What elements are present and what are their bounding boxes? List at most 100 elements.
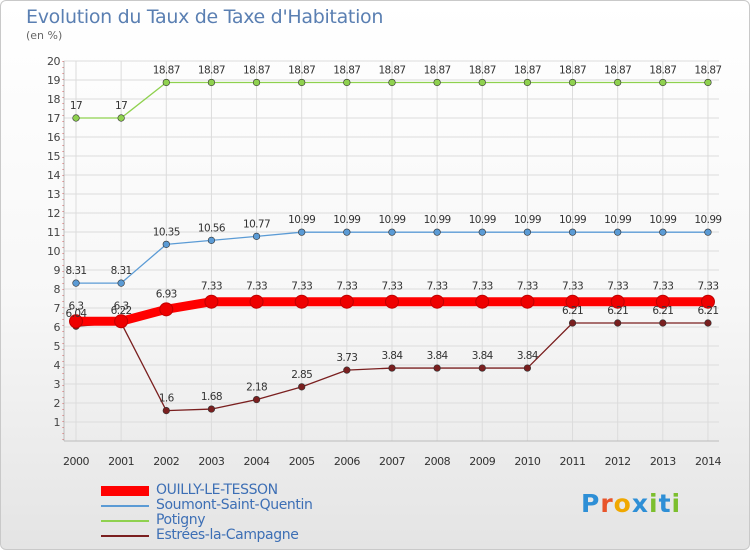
legend-swatch	[101, 486, 149, 496]
data-point	[207, 236, 216, 244]
data-point	[204, 294, 219, 309]
data-label: 7.33	[562, 281, 583, 293]
data-label: 7.33	[472, 281, 493, 293]
data-label: 6.04	[66, 308, 88, 320]
y-tick-label: 17	[47, 112, 60, 125]
x-tick-label: 2004	[244, 455, 270, 468]
data-label: 18.87	[649, 64, 676, 76]
data-label: 18.87	[559, 64, 586, 76]
data-label: 6.21	[607, 305, 628, 317]
data-point	[704, 228, 712, 236]
data-point	[659, 319, 667, 327]
data-label: 18.87	[333, 64, 360, 76]
x-tick-label: 2005	[289, 455, 315, 468]
data-label: 6.3	[69, 300, 84, 312]
data-point	[568, 319, 577, 327]
x-tick-label: 2006	[334, 455, 360, 468]
data-point	[700, 294, 715, 309]
data-label: 10.99	[514, 214, 541, 226]
data-point	[298, 228, 306, 236]
data-label: 10.99	[424, 214, 451, 226]
data-label: 17	[70, 100, 82, 112]
y-tick-label: 10	[47, 245, 60, 258]
data-point	[343, 228, 351, 236]
x-tick-label: 2001	[108, 455, 134, 468]
data-point	[252, 395, 261, 404]
x-tick-label: 2008	[424, 455, 450, 468]
data-label: 10.99	[649, 214, 676, 226]
data-point	[72, 114, 80, 122]
data-label: 8.31	[111, 265, 132, 277]
y-tick-label: 20	[47, 55, 60, 68]
x-tick-label: 2013	[650, 455, 676, 468]
data-label: 10.35	[153, 226, 180, 238]
data-point	[614, 319, 622, 327]
x-tick-label: 2011	[560, 455, 586, 468]
data-point	[610, 294, 625, 309]
data-point	[388, 364, 396, 372]
data-label: 3.84	[381, 350, 403, 362]
data-point	[430, 294, 445, 309]
data-point	[72, 279, 80, 287]
data-label: 18.87	[604, 64, 631, 76]
data-point	[69, 314, 83, 329]
data-label: 18.87	[153, 64, 180, 76]
y-tick-label: 2	[54, 397, 61, 410]
x-tick-label: 2010	[514, 455, 540, 468]
data-label: 2.18	[246, 382, 267, 394]
data-point	[433, 364, 441, 372]
y-tick-label: 13	[47, 188, 60, 201]
data-point	[384, 294, 399, 309]
x-tick-label: 2014	[695, 455, 721, 468]
data-point	[704, 319, 712, 327]
data-label: 10.77	[243, 218, 270, 230]
legend-swatch	[101, 535, 149, 537]
data-point	[388, 78, 396, 87]
data-label: 18.87	[694, 64, 721, 76]
y-tick-label: 15	[47, 150, 60, 163]
y-tick-label: 8	[54, 283, 61, 296]
data-label: 10.99	[694, 214, 721, 226]
legend-label: Potigny	[156, 512, 206, 528]
data-label: 7.33	[652, 281, 673, 293]
data-point	[298, 383, 306, 391]
legend-swatch	[101, 520, 149, 522]
x-tick-label: 2007	[379, 455, 405, 468]
y-tick-label: 4	[54, 359, 61, 372]
data-point	[343, 366, 351, 374]
data-point	[659, 228, 667, 236]
y-tick-label: 12	[47, 207, 60, 220]
data-point	[162, 407, 170, 415]
chart-title: Evolution du Taux de Taxe d'Habitation	[26, 6, 384, 28]
data-label: 7.33	[291, 281, 312, 293]
data-point	[388, 228, 396, 236]
data-point	[162, 240, 170, 248]
data-label: 7.33	[607, 281, 628, 293]
y-tick-label: 19	[47, 74, 60, 87]
data-point	[117, 114, 125, 122]
data-point	[343, 78, 351, 87]
data-label: 8.31	[66, 265, 87, 277]
data-label: 18.87	[424, 64, 451, 76]
data-point	[614, 228, 622, 236]
data-label: 3.84	[427, 350, 449, 362]
data-point	[252, 78, 261, 87]
data-point	[614, 78, 622, 87]
data-label: 18.87	[288, 64, 315, 76]
x-tick-label: 2012	[605, 455, 631, 468]
data-label: 7.33	[517, 281, 538, 293]
data-label: 7.33	[336, 281, 357, 293]
data-point	[252, 232, 261, 240]
data-label: 18.87	[243, 64, 270, 76]
data-point	[659, 78, 667, 87]
data-label: 6.21	[652, 305, 673, 317]
data-point	[339, 294, 354, 309]
data-label: 7.33	[381, 281, 402, 293]
x-tick-label: 2000	[63, 455, 89, 468]
data-label: 7.33	[427, 281, 448, 293]
data-label: 10.99	[604, 214, 631, 226]
y-tick-label: 5	[54, 340, 61, 353]
data-point	[249, 294, 264, 309]
data-point	[207, 405, 216, 413]
data-point	[523, 78, 532, 87]
